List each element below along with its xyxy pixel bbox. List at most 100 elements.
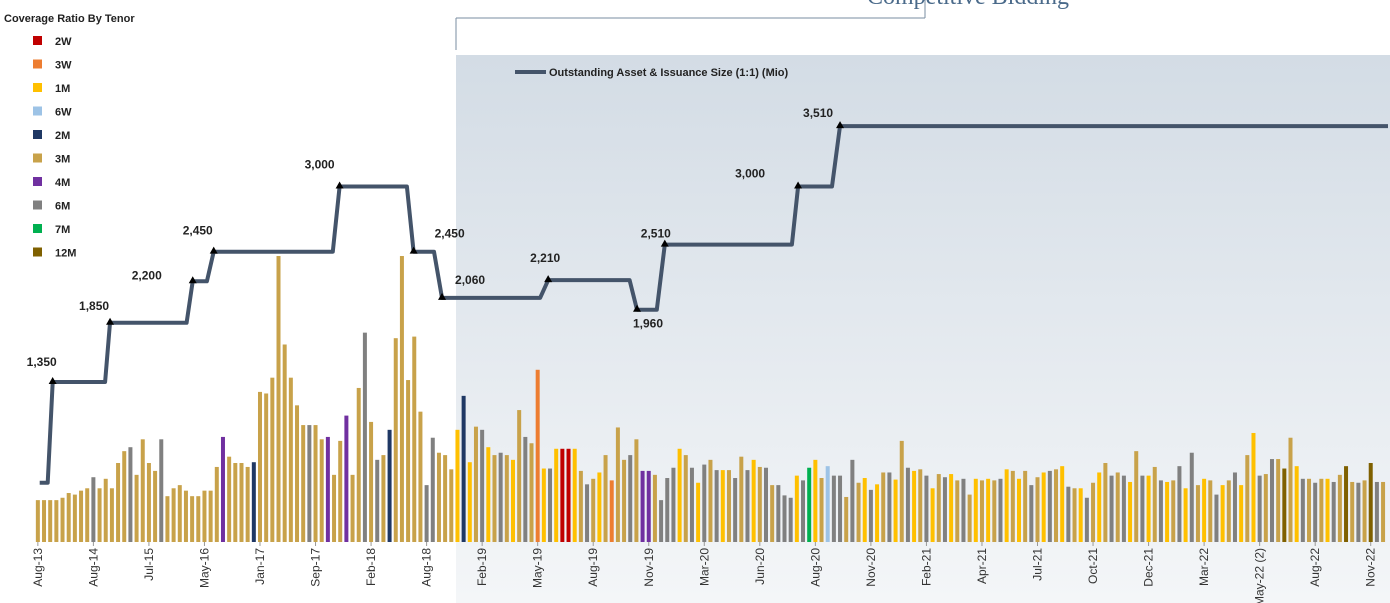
bar — [122, 451, 127, 542]
legend-label: 6M — [55, 201, 70, 213]
line-marker — [209, 246, 218, 254]
bar — [42, 500, 47, 542]
x-tick-label: Mar-22 — [1197, 548, 1211, 586]
bar — [1047, 470, 1052, 542]
bar — [572, 448, 577, 542]
bar — [597, 472, 602, 542]
x-tick-label: Aug-14 — [86, 548, 100, 587]
bar — [1208, 480, 1213, 542]
legend-swatch — [33, 224, 42, 233]
bar — [1128, 481, 1133, 542]
bar — [350, 474, 355, 542]
bar — [1041, 472, 1046, 542]
bar — [1010, 470, 1015, 542]
bar — [214, 466, 219, 542]
data-label: 3,510 — [803, 106, 833, 120]
bar — [473, 426, 478, 542]
legend-label: 2W — [55, 36, 72, 48]
x-tick-label: Dec-21 — [1142, 548, 1156, 587]
bar — [153, 470, 158, 542]
bar — [899, 440, 904, 542]
bar — [652, 474, 657, 542]
x-tick-label: Jun-20 — [753, 548, 767, 585]
bar — [739, 456, 744, 542]
data-label: 2,510 — [641, 227, 671, 241]
bar — [998, 478, 1003, 542]
bar — [1300, 478, 1305, 542]
legend-title: Coverage Ratio By Tenor — [4, 13, 135, 25]
bar — [116, 463, 121, 542]
bar — [356, 387, 361, 542]
bar — [375, 459, 380, 542]
legend-swatch — [33, 59, 42, 69]
bar — [961, 478, 966, 542]
bar — [1177, 466, 1182, 542]
bar — [677, 448, 682, 542]
bar — [79, 490, 84, 542]
bar — [554, 448, 559, 542]
bar — [171, 488, 176, 542]
bar — [48, 500, 53, 542]
bar — [1294, 466, 1299, 542]
data-label: 1,350 — [27, 355, 57, 369]
bar — [850, 459, 855, 542]
bar — [529, 443, 534, 542]
bar — [696, 482, 701, 542]
bar — [146, 463, 151, 542]
bar — [202, 490, 207, 542]
legend-label: 7M — [55, 224, 70, 236]
bar — [1183, 488, 1188, 542]
bar — [862, 478, 867, 542]
bar — [449, 469, 454, 542]
line-marker — [438, 292, 447, 300]
bar — [332, 474, 337, 542]
bar — [1337, 474, 1342, 542]
bar — [1362, 480, 1367, 542]
x-tick-label: Aug-18 — [420, 548, 434, 587]
bar — [1146, 475, 1151, 542]
bar — [109, 488, 114, 542]
bar — [1152, 466, 1157, 542]
bar — [548, 468, 553, 542]
bar — [813, 459, 818, 542]
bar — [979, 480, 984, 542]
bar — [362, 332, 367, 542]
x-tick-label: Nov-19 — [642, 548, 656, 587]
bar — [1331, 481, 1336, 542]
bar — [399, 256, 404, 542]
bar — [1263, 474, 1268, 542]
bar — [1004, 469, 1009, 542]
bar — [776, 485, 781, 542]
x-tick-label: Mar-20 — [697, 548, 711, 586]
bar — [301, 425, 306, 542]
bar — [887, 472, 892, 542]
data-label: 3,000 — [735, 167, 765, 181]
bar — [912, 470, 917, 542]
bar — [1165, 481, 1170, 542]
bar — [177, 485, 182, 542]
bar — [560, 448, 565, 542]
bar — [381, 455, 386, 542]
legend-label: 3M — [55, 154, 70, 166]
line-marker — [409, 246, 418, 254]
data-label: 1,960 — [633, 317, 663, 331]
bar — [517, 410, 522, 542]
bars — [35, 256, 1386, 542]
bar — [881, 472, 886, 542]
bar — [233, 463, 238, 542]
bar — [1381, 481, 1386, 542]
bar — [831, 475, 836, 542]
x-tick-label: Aug-19 — [586, 548, 600, 587]
line — [39, 124, 1388, 485]
bar — [1276, 459, 1281, 542]
bar — [436, 452, 441, 542]
data-label: 1,850 — [79, 299, 109, 313]
bar — [344, 415, 349, 542]
bar — [338, 440, 343, 542]
x-tick-label: Jul-15 — [142, 548, 156, 581]
bar — [196, 496, 201, 542]
bar — [1239, 485, 1244, 542]
bar — [1140, 475, 1145, 542]
line-marker — [544, 275, 553, 283]
line-marker — [48, 377, 57, 385]
